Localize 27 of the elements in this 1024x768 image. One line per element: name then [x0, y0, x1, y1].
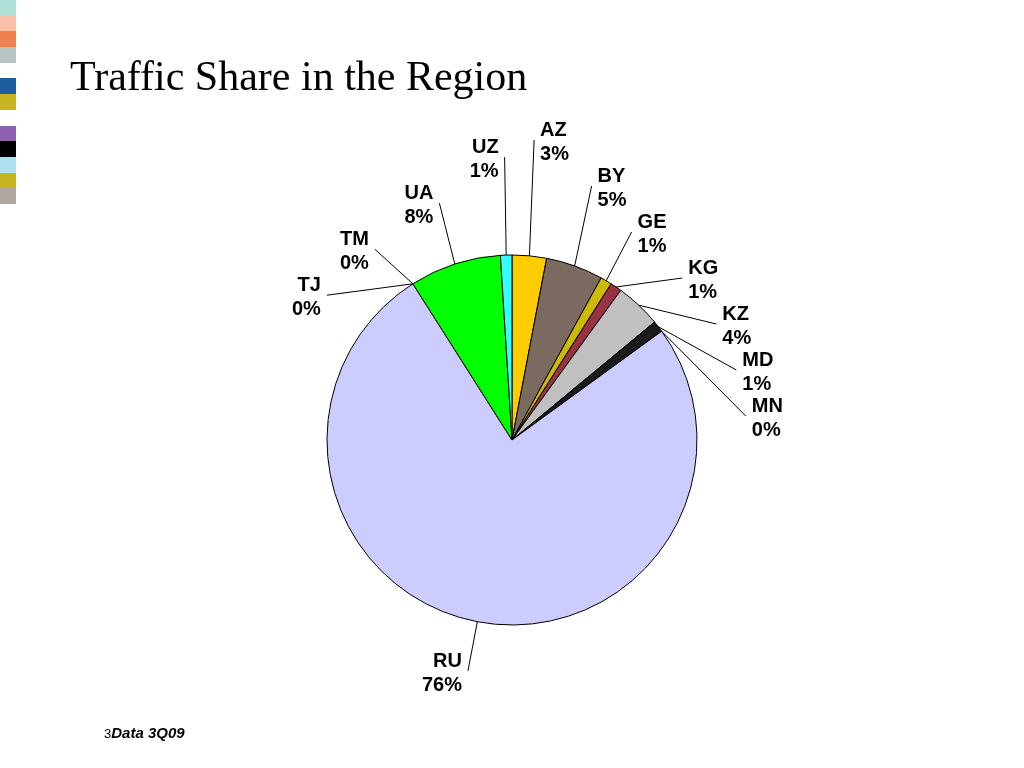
slice-label: KG	[688, 256, 719, 278]
slice-label: MD	[742, 348, 774, 370]
legend-label: TJ	[297, 273, 321, 296]
slice-label: UZ	[471, 135, 499, 158]
text: 0%	[339, 251, 369, 274]
data-label: 76%	[421, 672, 463, 695]
chart-title: Traffic Share in the Region	[70, 52, 528, 100]
data-label: 1%	[637, 234, 667, 256]
slice-label: RU	[433, 648, 462, 671]
category-label: TM	[339, 227, 369, 250]
slice-label: GE	[637, 210, 667, 232]
text: 0%	[292, 297, 321, 320]
data-label: 1%	[469, 159, 499, 182]
text: 3	[104, 726, 112, 741]
data-label: 5%	[597, 188, 627, 210]
data-label: 4%	[722, 326, 752, 348]
data-label: 1%	[688, 280, 718, 302]
slice-label: KZ	[722, 302, 750, 324]
slice-label: UA	[404, 181, 434, 204]
slice-label: AZ	[540, 118, 567, 140]
data-label: 3%	[540, 142, 570, 164]
text: Data 3Q09	[111, 724, 185, 741]
data-label: 8%	[404, 205, 434, 228]
data-label: 1%	[742, 372, 772, 394]
slice-label: BY	[597, 164, 627, 186]
text: 0%	[751, 418, 781, 440]
category-label: MN	[751, 394, 783, 416]
